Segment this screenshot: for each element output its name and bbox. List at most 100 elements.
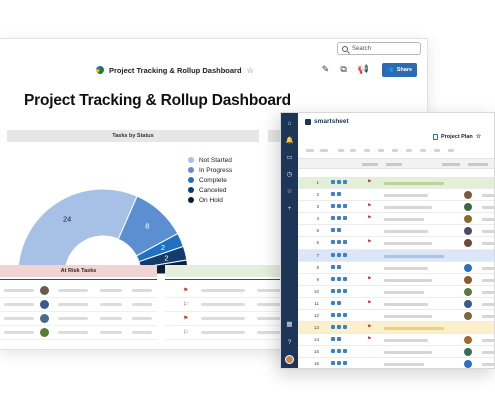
user-avatar[interactable] (285, 355, 294, 364)
assignee-avatar[interactable] (464, 191, 472, 200)
assignee-avatar[interactable] (464, 263, 472, 272)
row-attachment-icon[interactable] (343, 240, 347, 245)
row-attachment-icon[interactable] (331, 180, 335, 184)
status-cell[interactable] (482, 206, 494, 210)
at-risk-flag-icon[interactable]: ⚑ (367, 203, 372, 210)
share-button[interactable]: 👥 Share (382, 63, 417, 77)
sheet-row[interactable]: 8 (298, 262, 494, 274)
task-name-cell[interactable] (384, 242, 432, 246)
row-attachment-icon[interactable] (331, 325, 335, 330)
status-cell[interactable] (482, 242, 494, 246)
at-risk-flag-icon[interactable]: ⚑ (367, 275, 372, 282)
row-attachment-icon[interactable] (337, 264, 341, 269)
at-risk-flag-icon[interactable]: ⚑ (367, 299, 372, 306)
sheet-row[interactable]: 13 ⚑ (298, 322, 494, 335)
table-row[interactable]: ⚑ (165, 284, 305, 298)
create-plus-icon[interactable]: + (287, 204, 292, 212)
row-attachment-icon[interactable] (343, 204, 347, 209)
row-attachment-icon[interactable] (343, 288, 347, 293)
row-attachment-icon[interactable] (331, 337, 335, 342)
sheet-row[interactable]: 6 ⚑ (298, 237, 494, 250)
sheet-row[interactable]: 16 (298, 358, 494, 368)
row-attachment-icon[interactable] (331, 204, 335, 209)
status-cell[interactable] (482, 351, 494, 355)
row-attachment-icon[interactable] (337, 325, 341, 330)
row-action-icons[interactable] (331, 349, 347, 354)
assignee-avatar[interactable] (464, 299, 472, 308)
sheet-row[interactable]: 4 ⚑ (298, 213, 494, 226)
assignee-avatar[interactable] (464, 239, 472, 248)
at-risk-flag-icon[interactable]: ⚑ (367, 179, 372, 185)
status-cell[interactable] (482, 339, 494, 343)
status-cell[interactable] (482, 363, 494, 367)
row-action-icons[interactable] (331, 325, 347, 330)
assignee-avatar[interactable] (464, 360, 472, 368)
sheet-row[interactable]: 10 (298, 286, 494, 298)
status-cell[interactable] (482, 266, 494, 270)
favorites-star-icon[interactable]: ☆ (286, 188, 293, 195)
row-action-icons[interactable] (331, 192, 341, 197)
sheet-row[interactable]: 11 ⚑ (298, 298, 494, 311)
status-cell[interactable] (482, 302, 494, 306)
row-attachment-icon[interactable] (337, 349, 341, 354)
task-name-cell[interactable] (384, 218, 424, 222)
status-cell[interactable] (482, 194, 494, 198)
task-name-cell[interactable] (384, 363, 424, 367)
assignee-avatar[interactable] (464, 336, 472, 345)
sheet-row[interactable]: 3 ⚑ (298, 201, 494, 214)
task-name-cell[interactable] (384, 194, 428, 198)
row-attachment-icon[interactable] (331, 361, 335, 366)
sheet-row[interactable]: 2 (298, 189, 494, 202)
table-row[interactable] (0, 312, 157, 326)
table-row[interactable] (0, 326, 157, 340)
sheet-row[interactable]: 15 (298, 346, 494, 359)
row-action-icons[interactable] (331, 361, 347, 366)
sheet-row[interactable]: 12 (298, 310, 494, 323)
status-cell[interactable] (482, 278, 494, 282)
at-risk-flag-icon[interactable]: ⚑ (367, 324, 372, 331)
sheet-row[interactable]: 9 ⚑ (298, 274, 494, 286)
row-attachment-icon[interactable] (337, 313, 341, 318)
row-attachment-icon[interactable] (343, 361, 347, 366)
assignee-avatar[interactable] (464, 287, 472, 296)
task-name-cell[interactable] (384, 351, 432, 355)
favorite-star-icon[interactable]: ☆ (246, 65, 254, 75)
row-action-icons[interactable] (331, 313, 347, 318)
row-attachment-icon[interactable] (331, 192, 335, 197)
row-attachment-icon[interactable] (343, 349, 347, 354)
row-action-icons[interactable] (331, 337, 341, 342)
table-row[interactable] (0, 298, 157, 312)
row-attachment-icon[interactable] (331, 216, 335, 221)
row-attachment-icon[interactable] (331, 300, 335, 305)
at-risk-flag-icon[interactable]: ⚑ (367, 336, 372, 343)
notifications-icon[interactable]: 🔔 (285, 137, 294, 144)
row-attachment-icon[interactable] (331, 276, 335, 281)
row-action-icons[interactable] (331, 264, 341, 269)
present-icon[interactable]: ⧉ (340, 64, 347, 74)
row-attachment-icon[interactable] (331, 228, 335, 233)
sheet-row[interactable]: 5 (298, 225, 494, 238)
favorite-star-icon[interactable]: ☆ (475, 134, 482, 140)
row-action-icons[interactable] (331, 216, 347, 221)
row-attachment-icon[interactable] (337, 204, 341, 209)
table-row[interactable]: ⚐ (165, 298, 305, 312)
assignee-avatar[interactable] (464, 215, 472, 224)
task-name-cell[interactable] (384, 290, 424, 294)
task-name-cell[interactable] (384, 327, 444, 331)
row-attachment-icon[interactable] (337, 228, 341, 233)
recents-clock-icon[interactable]: ◷ (286, 171, 293, 178)
announce-megaphone-icon[interactable]: 📢 (357, 64, 369, 74)
assignee-avatar[interactable] (464, 203, 472, 212)
row-attachment-icon[interactable] (337, 216, 341, 221)
apps-grid-icon[interactable]: ▦ (286, 321, 293, 328)
sheet-row[interactable]: 1 ⚑ (298, 177, 494, 190)
row-attachment-icon[interactable] (337, 180, 341, 184)
row-attachment-icon[interactable] (343, 276, 347, 281)
table-row[interactable]: ⚑ (165, 312, 305, 326)
row-action-icons[interactable] (331, 240, 347, 245)
row-attachment-icon[interactable] (337, 361, 341, 366)
row-action-icons[interactable] (331, 300, 341, 305)
row-attachment-icon[interactable] (337, 288, 341, 293)
row-action-icons[interactable] (331, 180, 347, 184)
status-cell[interactable] (482, 315, 494, 319)
